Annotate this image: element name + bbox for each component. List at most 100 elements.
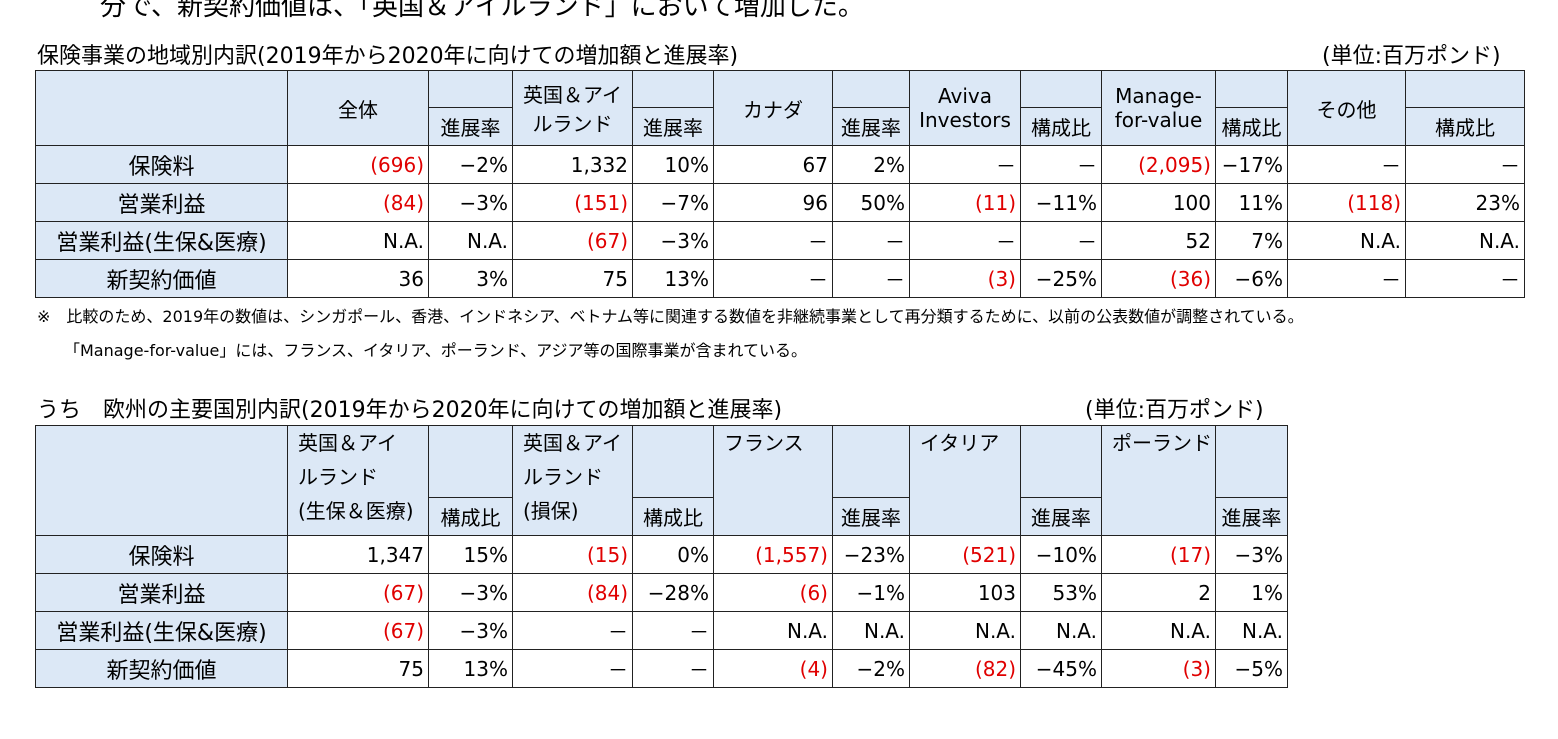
- table-title: 保険事業の地域別内訳(2019年から2020年に向けての増加額と進展率): [37, 44, 739, 69]
- group-header: その他: [1287, 70, 1406, 146]
- sub-header: 進展率: [632, 107, 714, 146]
- cell: (67): [512, 221, 633, 260]
- data-table: 英国＆アイルランド (生保＆医療) 英国＆アイルランド (損保) フランス イタリア ポーラ…: [35, 425, 1288, 688]
- header-corner: [35, 425, 288, 536]
- header-row: 全体 英国＆アイ ルランド カナダ Aviva Investors Manage-for-v…: [35, 70, 1525, 146]
- cell: (84): [512, 573, 633, 612]
- cell: −5%: [1215, 649, 1288, 688]
- header-blank: [1215, 70, 1288, 108]
- cell: －: [632, 611, 714, 650]
- cell: (84): [287, 183, 429, 222]
- cell: −3%: [632, 221, 714, 260]
- group-header-line: フランス: [724, 431, 804, 455]
- cell: 13%: [428, 649, 513, 688]
- row-label: 保険料: [35, 145, 288, 184]
- cell: −2%: [428, 145, 513, 184]
- group-header-line: for-value: [1114, 108, 1203, 132]
- data-row: 営業利益 (67) −3% (84) −28% (6) −1% 103 53% 2 1%: [35, 573, 1288, 612]
- cell: (2,095): [1101, 145, 1216, 184]
- header-corner: [35, 70, 288, 146]
- cell: －: [1287, 145, 1406, 184]
- cell: (4): [713, 649, 833, 688]
- group-header-line: (損保): [523, 499, 579, 523]
- group-header: 全体: [287, 70, 429, 146]
- cell: −11%: [1020, 183, 1102, 222]
- cell: (118): [1287, 183, 1406, 222]
- cell: －: [713, 259, 833, 298]
- cell: −3%: [428, 611, 513, 650]
- group-header-line: ルランド: [523, 465, 603, 489]
- group-header-line: イタリア: [920, 431, 1000, 455]
- cell: －: [832, 259, 910, 298]
- cell: −3%: [428, 183, 513, 222]
- cell: (696): [287, 145, 429, 184]
- note: 「Manage-for-value」には、フランス、イタリア、ポーランド、アジア…: [64, 341, 808, 360]
- cell: 75: [287, 649, 429, 688]
- sub-header: 進展率: [1020, 497, 1102, 536]
- cell: N.A.: [832, 611, 910, 650]
- cell: －: [1287, 259, 1406, 298]
- cell: 67: [713, 145, 833, 184]
- cell: −28%: [632, 573, 714, 612]
- header-blank: [428, 425, 513, 498]
- cell: N.A.: [287, 221, 429, 260]
- header-blank: [632, 425, 714, 498]
- header-blank: [832, 425, 910, 498]
- cell: －: [512, 611, 633, 650]
- cell: 100: [1101, 183, 1216, 222]
- cell: −3%: [1215, 535, 1288, 574]
- header-blank: [428, 70, 513, 108]
- cell: 7%: [1215, 221, 1288, 260]
- row-label: 営業利益: [35, 183, 288, 222]
- group-header: 英国＆アイ ルランド: [512, 70, 633, 146]
- row-label: 新契約価値: [35, 649, 288, 688]
- cell: －: [512, 649, 633, 688]
- group-header: イタリア: [909, 425, 1021, 536]
- data-row: 営業利益 (84) −3% (151) −7% 96 50% (11) −11% 100 11% (1…: [35, 183, 1525, 222]
- group-header: 英国＆アイルランド (損保): [512, 425, 633, 536]
- group-header: フランス: [713, 425, 833, 536]
- cell: 1,347: [287, 535, 429, 574]
- cell: N.A.: [1215, 611, 1288, 650]
- row-label: 営業利益(生保&医療): [35, 221, 288, 260]
- cell: －: [1020, 145, 1102, 184]
- row-label: 保険料: [35, 535, 288, 574]
- cell: 3%: [428, 259, 513, 298]
- cell: 10%: [632, 145, 714, 184]
- cell: (3): [1101, 649, 1216, 688]
- group-header-line: (生保＆医療): [298, 499, 414, 523]
- cell: 2%: [832, 145, 910, 184]
- cell: 13%: [632, 259, 714, 298]
- cell: 11%: [1215, 183, 1288, 222]
- cell: (6): [713, 573, 833, 612]
- group-header-line: 英国＆アイ: [523, 431, 622, 455]
- group-header-line: Investors: [919, 108, 1011, 132]
- group-header-line: 英国＆アイ: [523, 83, 622, 107]
- cell: －: [1405, 259, 1525, 298]
- cell: (15): [512, 535, 633, 574]
- cell: －: [909, 145, 1021, 184]
- header-row: 英国＆アイルランド (生保＆医療) 英国＆アイルランド (損保) フランス イタリア ポーラ…: [35, 425, 1288, 536]
- group-header-line: ルランド: [298, 465, 378, 489]
- cell: 53%: [1020, 573, 1102, 612]
- cell: 15%: [428, 535, 513, 574]
- cell: (3): [909, 259, 1021, 298]
- sub-header: 構成比: [1405, 107, 1525, 146]
- group-header: Manage-for-value: [1101, 70, 1216, 146]
- cell: 75: [512, 259, 633, 298]
- group-header-line: ポーランド: [1112, 431, 1212, 455]
- cell: (67): [287, 611, 429, 650]
- cell: (67): [287, 573, 429, 612]
- cell: 96: [713, 183, 833, 222]
- cell: −25%: [1020, 259, 1102, 298]
- group-header: 英国＆アイ ルランド (生保＆医療): [287, 425, 429, 536]
- group-header: カナダ: [713, 70, 833, 146]
- data-row: 新契約価値 75 13% －－ (4) −2% (82) −45% (3) −5%: [35, 649, 1288, 688]
- intro-text: 分で、新契約価値は、「英国＆アイルランド」において増加した。: [100, 0, 864, 22]
- data-table: 全体 英国＆アイ ルランド カナダ Aviva Investors Manage-for-v…: [35, 70, 1525, 298]
- data-row: 営業利益(生保&医療) N.A. N.A. (67) −3% －－－－ 52 7% N.A. N.…: [35, 221, 1525, 260]
- row-label: 営業利益: [35, 573, 288, 612]
